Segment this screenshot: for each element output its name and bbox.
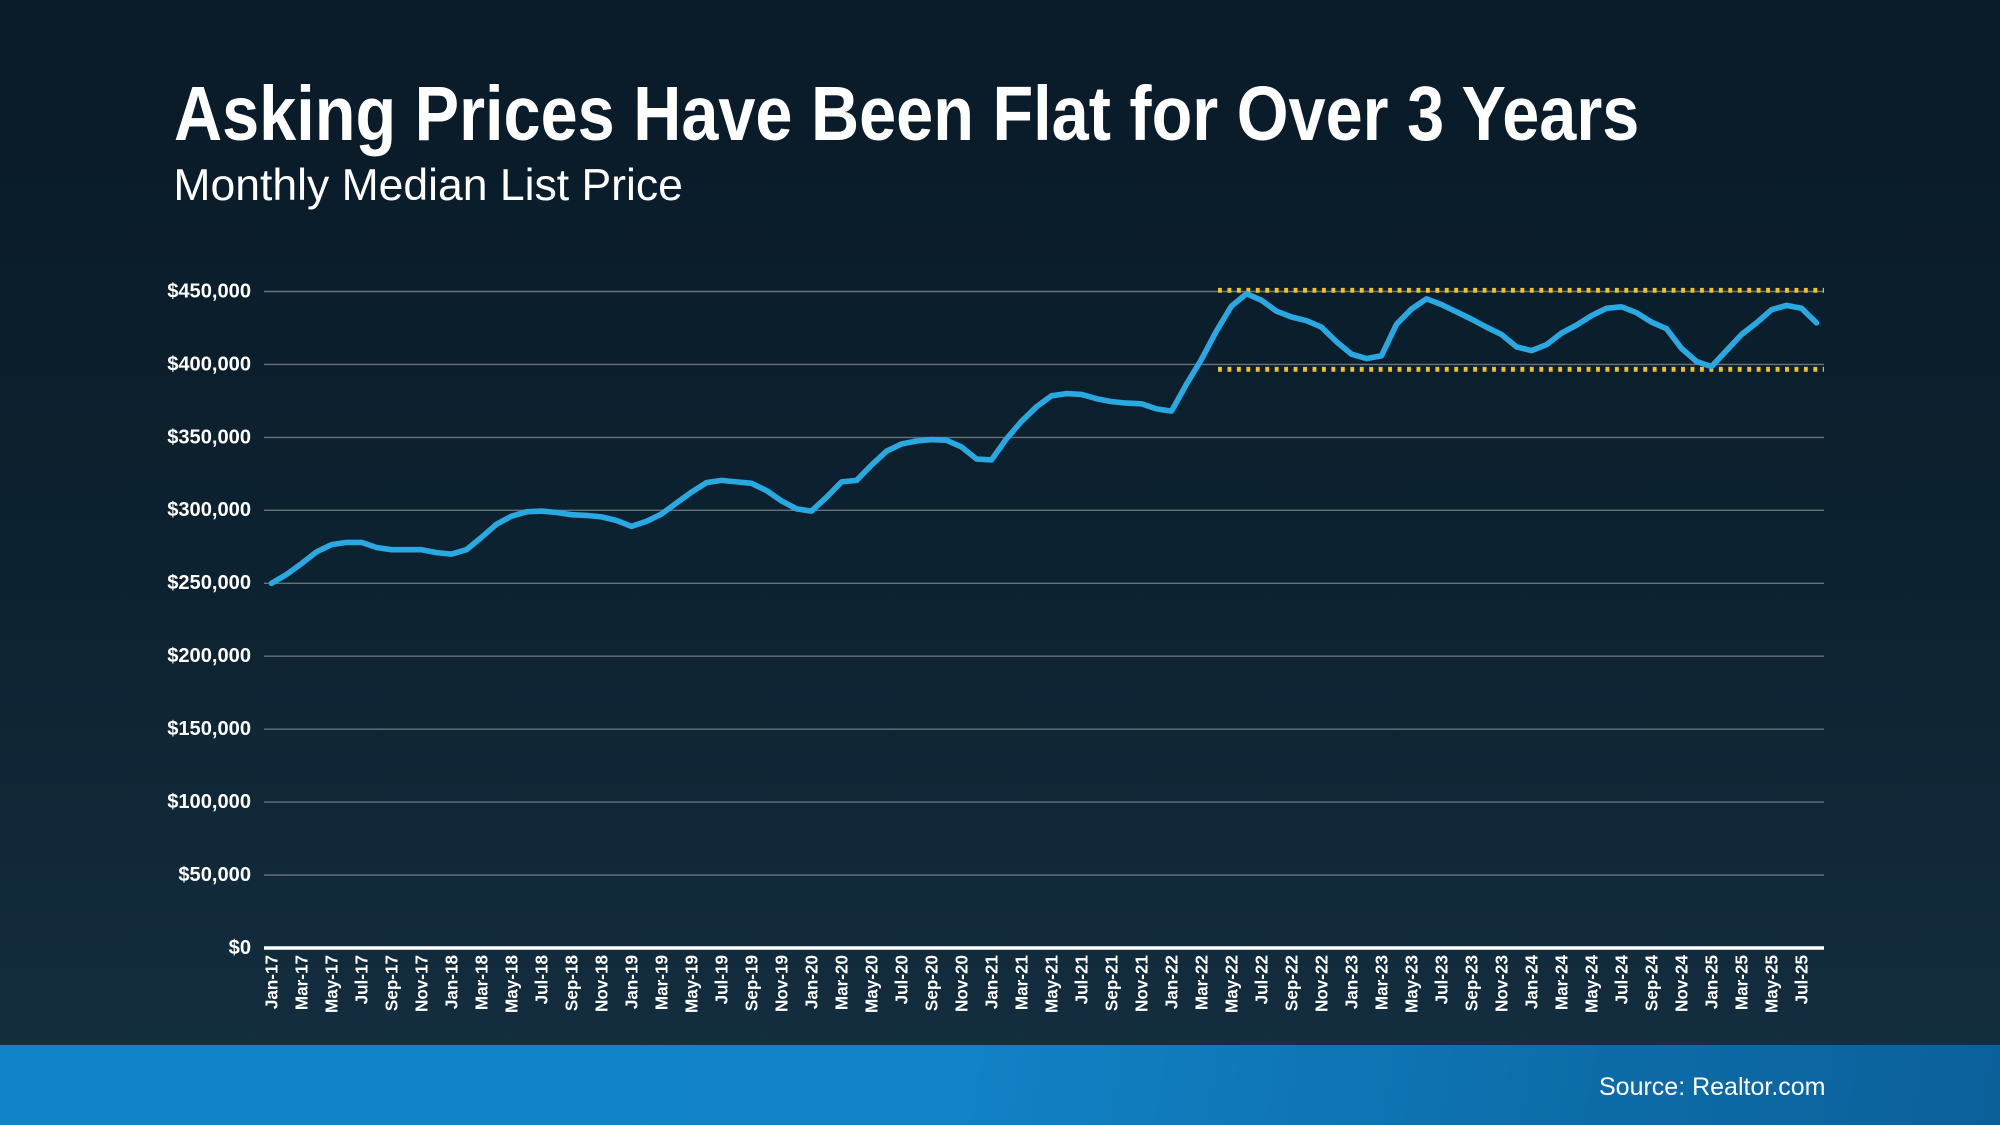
svg-text:Nov-18: Nov-18	[593, 955, 612, 1012]
svg-text:Sep-18: Sep-18	[563, 955, 582, 1011]
svg-text:Jul-19: Jul-19	[713, 955, 732, 1004]
svg-text:Jul-23: Jul-23	[1433, 955, 1452, 1004]
svg-text:Jan-23: Jan-23	[1343, 955, 1362, 1009]
svg-text:Sep-23: Sep-23	[1463, 955, 1482, 1011]
svg-text:Mar-19: Mar-19	[653, 955, 672, 1010]
svg-text:Sep-21: Sep-21	[1103, 955, 1122, 1012]
svg-text:Nov-23: Nov-23	[1493, 955, 1512, 1012]
svg-text:May-19: May-19	[683, 955, 702, 1013]
svg-text:$350,000: $350,000	[167, 426, 251, 448]
svg-text:Sep-20: Sep-20	[923, 955, 942, 1011]
svg-text:Nov-20: Nov-20	[953, 955, 972, 1012]
svg-text:May-18: May-18	[503, 955, 522, 1013]
svg-text:Jan-25: Jan-25	[1703, 955, 1722, 1010]
svg-text:$300,000: $300,000	[167, 499, 251, 521]
svg-text:Jul-24: Jul-24	[1613, 955, 1632, 1005]
svg-text:Jul-17: Jul-17	[353, 955, 372, 1004]
svg-text:Jan-17: Jan-17	[263, 955, 282, 1009]
svg-text:Jul-18: Jul-18	[533, 955, 552, 1004]
svg-text:Mar-22: Mar-22	[1193, 955, 1212, 1010]
svg-text:Jan-20: Jan-20	[803, 955, 822, 1009]
svg-text:Sep-24: Sep-24	[1643, 955, 1662, 1012]
svg-text:Sep-22: Sep-22	[1283, 955, 1302, 1011]
svg-text:$100,000: $100,000	[167, 791, 251, 813]
svg-text:$200,000: $200,000	[167, 645, 251, 667]
svg-text:Mar-21: Mar-21	[1013, 955, 1032, 1011]
svg-text:May-24: May-24	[1583, 955, 1602, 1013]
svg-text:Jul-25: Jul-25	[1793, 955, 1812, 1005]
svg-text:Mar-24: Mar-24	[1553, 955, 1572, 1011]
svg-text:Jul-21: Jul-21	[1073, 955, 1092, 1005]
svg-text:Jan-21: Jan-21	[983, 955, 1002, 1010]
svg-text:Jan-24: Jan-24	[1523, 955, 1542, 1010]
svg-text:Nov-19: Nov-19	[773, 955, 792, 1012]
svg-text:Jul-20: Jul-20	[893, 955, 912, 1004]
svg-text:$150,000: $150,000	[167, 718, 251, 740]
svg-text:Nov-22: Nov-22	[1313, 955, 1332, 1012]
svg-text:Jan-22: Jan-22	[1163, 955, 1182, 1009]
svg-text:Jan-19: Jan-19	[623, 955, 642, 1009]
svg-text:Mar-18: Mar-18	[473, 955, 492, 1010]
svg-text:$450,000: $450,000	[167, 280, 251, 302]
svg-text:$50,000: $50,000	[178, 864, 251, 886]
svg-text:May-25: May-25	[1763, 955, 1782, 1013]
svg-text:$400,000: $400,000	[167, 353, 251, 375]
svg-text:Sep-19: Sep-19	[743, 955, 762, 1011]
svg-text:May-22: May-22	[1223, 955, 1242, 1013]
svg-text:Mar-20: Mar-20	[833, 955, 852, 1010]
svg-text:Nov-24: Nov-24	[1673, 955, 1692, 1012]
svg-text:Nov-17: Nov-17	[413, 955, 432, 1012]
svg-text:Nov-21: Nov-21	[1133, 955, 1152, 1012]
svg-text:Jan-18: Jan-18	[443, 955, 462, 1009]
svg-text:$250,000: $250,000	[167, 572, 251, 594]
svg-text:Jul-22: Jul-22	[1253, 955, 1272, 1004]
svg-text:Sep-17: Sep-17	[383, 955, 402, 1011]
svg-text:$0: $0	[229, 937, 251, 959]
svg-text:May-21: May-21	[1043, 955, 1062, 1013]
svg-text:May-17: May-17	[323, 955, 342, 1013]
svg-text:Mar-17: Mar-17	[293, 955, 312, 1010]
svg-text:May-20: May-20	[863, 955, 882, 1013]
svg-text:May-23: May-23	[1403, 955, 1422, 1013]
svg-text:Mar-23: Mar-23	[1373, 955, 1392, 1010]
svg-text:Mar-25: Mar-25	[1733, 955, 1752, 1011]
